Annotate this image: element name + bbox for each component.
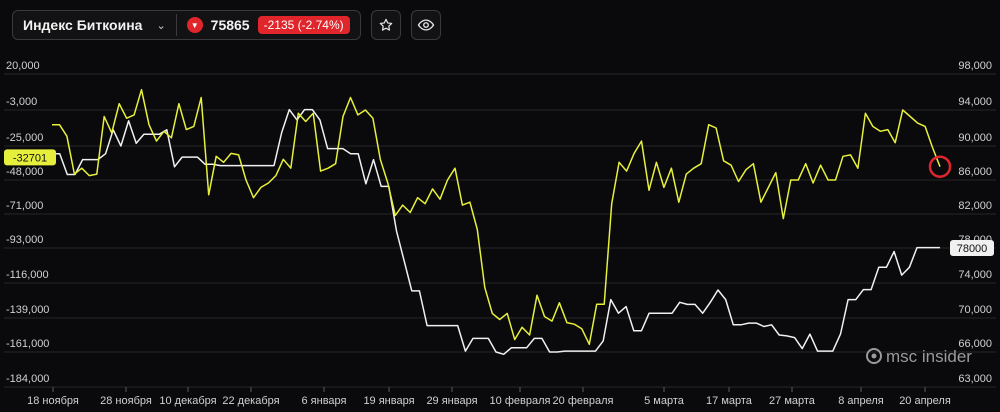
left-tick-label: -161,000 xyxy=(6,338,49,350)
x-tick-label: 28 ноября xyxy=(100,395,152,407)
star-icon xyxy=(379,18,392,31)
left-tick-label: -93,000 xyxy=(6,234,43,246)
left-current-value-label: -32701 xyxy=(13,152,47,164)
eye-icon xyxy=(417,19,434,31)
x-tick-label: 8 апреля xyxy=(838,395,884,407)
x-tick-label: 19 января xyxy=(363,395,414,407)
left-tick-label: -116,000 xyxy=(6,269,49,281)
left-axis: 20,000 -3,000 -25,000 -48,000 -71,000 -93,000… xyxy=(6,60,49,385)
x-tick-label: 18 ноября xyxy=(27,395,79,407)
right-tick-label: 94,000 xyxy=(958,96,992,108)
visibility-button[interactable] xyxy=(410,10,441,40)
x-tick-label: 17 марта xyxy=(706,395,753,407)
x-tick-label: 22 декабря xyxy=(222,395,279,407)
right-tick-label: 90,000 xyxy=(958,132,992,144)
x-tick-label: 10 декабря xyxy=(159,395,216,407)
x-tick-label: 29 января xyxy=(426,395,477,407)
x-tick-label: 10 февраля xyxy=(490,395,551,407)
left-tick-label: -48,000 xyxy=(6,166,43,178)
watermark-text: msc insider xyxy=(886,347,972,366)
right-tick-label: 86,000 xyxy=(958,166,992,178)
left-tick-label: -25,000 xyxy=(6,132,43,144)
right-tick-label: 98,000 xyxy=(958,60,992,72)
grid xyxy=(4,73,996,388)
markers: -32701 78000 xyxy=(4,149,994,256)
symbol-selector[interactable]: Индекс Биткоина ⌄ ▼ 75865 -2135 (-2.74%) xyxy=(12,10,361,40)
watermark: msc insider xyxy=(866,347,972,366)
triangle-down-icon: ▼ xyxy=(186,17,203,33)
price-change-badge: -2135 (-2.74%) xyxy=(257,16,350,34)
left-tick-label: -71,000 xyxy=(6,200,43,212)
right-tick-label: 63,000 xyxy=(958,373,992,385)
toolbar-divider xyxy=(175,14,177,36)
right-tick-label: 70,000 xyxy=(958,304,992,316)
x-axis: 18 ноября 28 ноября 10 декабря 22 декабря 6 … xyxy=(27,387,951,407)
right-current-value-tag xyxy=(950,240,994,256)
watermark-logo-dot xyxy=(871,353,877,359)
right-axis: 98,00094,00090,00086,00082,00078,00074,0… xyxy=(958,60,992,385)
x-tick-label: 20 февраля xyxy=(553,395,614,407)
chart-toolbar: Индекс Биткоина ⌄ ▼ 75865 -2135 (-2.74%) xyxy=(12,10,441,40)
x-tick-label: 5 марта xyxy=(644,395,685,407)
left-tick-label: 20,000 xyxy=(6,60,40,72)
last-point-marker xyxy=(928,155,952,178)
left-tick-label: -3,000 xyxy=(6,96,37,108)
symbol-name: Индекс Биткоина xyxy=(23,17,143,33)
x-tick-label: 20 апреля xyxy=(899,395,951,407)
right-tick-label: 82,000 xyxy=(958,200,992,212)
right-tick-label: 74,000 xyxy=(958,269,992,281)
series-lines xyxy=(52,88,941,356)
x-tick-label: 27 марта xyxy=(769,395,816,407)
chevron-down-icon: ⌄ xyxy=(156,19,166,32)
series-line-white xyxy=(52,108,940,356)
right-tick-label: 66,000 xyxy=(958,338,992,350)
right-current-value-label: 78000 xyxy=(957,243,988,255)
favorite-button[interactable] xyxy=(370,10,401,40)
series-line-yellow xyxy=(52,88,941,346)
left-current-value-tag xyxy=(4,149,56,166)
current-price: 75865 xyxy=(210,17,250,33)
watermark-logo-icon xyxy=(866,348,882,364)
left-tick-label: -184,000 xyxy=(6,373,49,385)
left-tick-label: -139,000 xyxy=(6,304,49,316)
x-tick-label: 6 января xyxy=(302,395,347,407)
